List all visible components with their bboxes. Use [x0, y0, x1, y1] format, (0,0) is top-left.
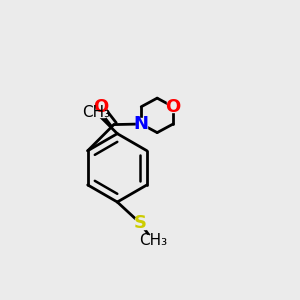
Text: CH₃: CH₃: [139, 233, 167, 248]
Text: N: N: [134, 115, 149, 133]
Bar: [136, 118, 147, 130]
Bar: [135, 218, 146, 229]
Text: O: O: [93, 98, 108, 116]
Bar: [94, 102, 106, 113]
Text: O: O: [166, 98, 181, 116]
Text: CH₃: CH₃: [82, 105, 110, 120]
Bar: [167, 101, 179, 112]
Bar: [87, 107, 105, 118]
Bar: [144, 236, 162, 246]
Text: S: S: [134, 214, 147, 232]
